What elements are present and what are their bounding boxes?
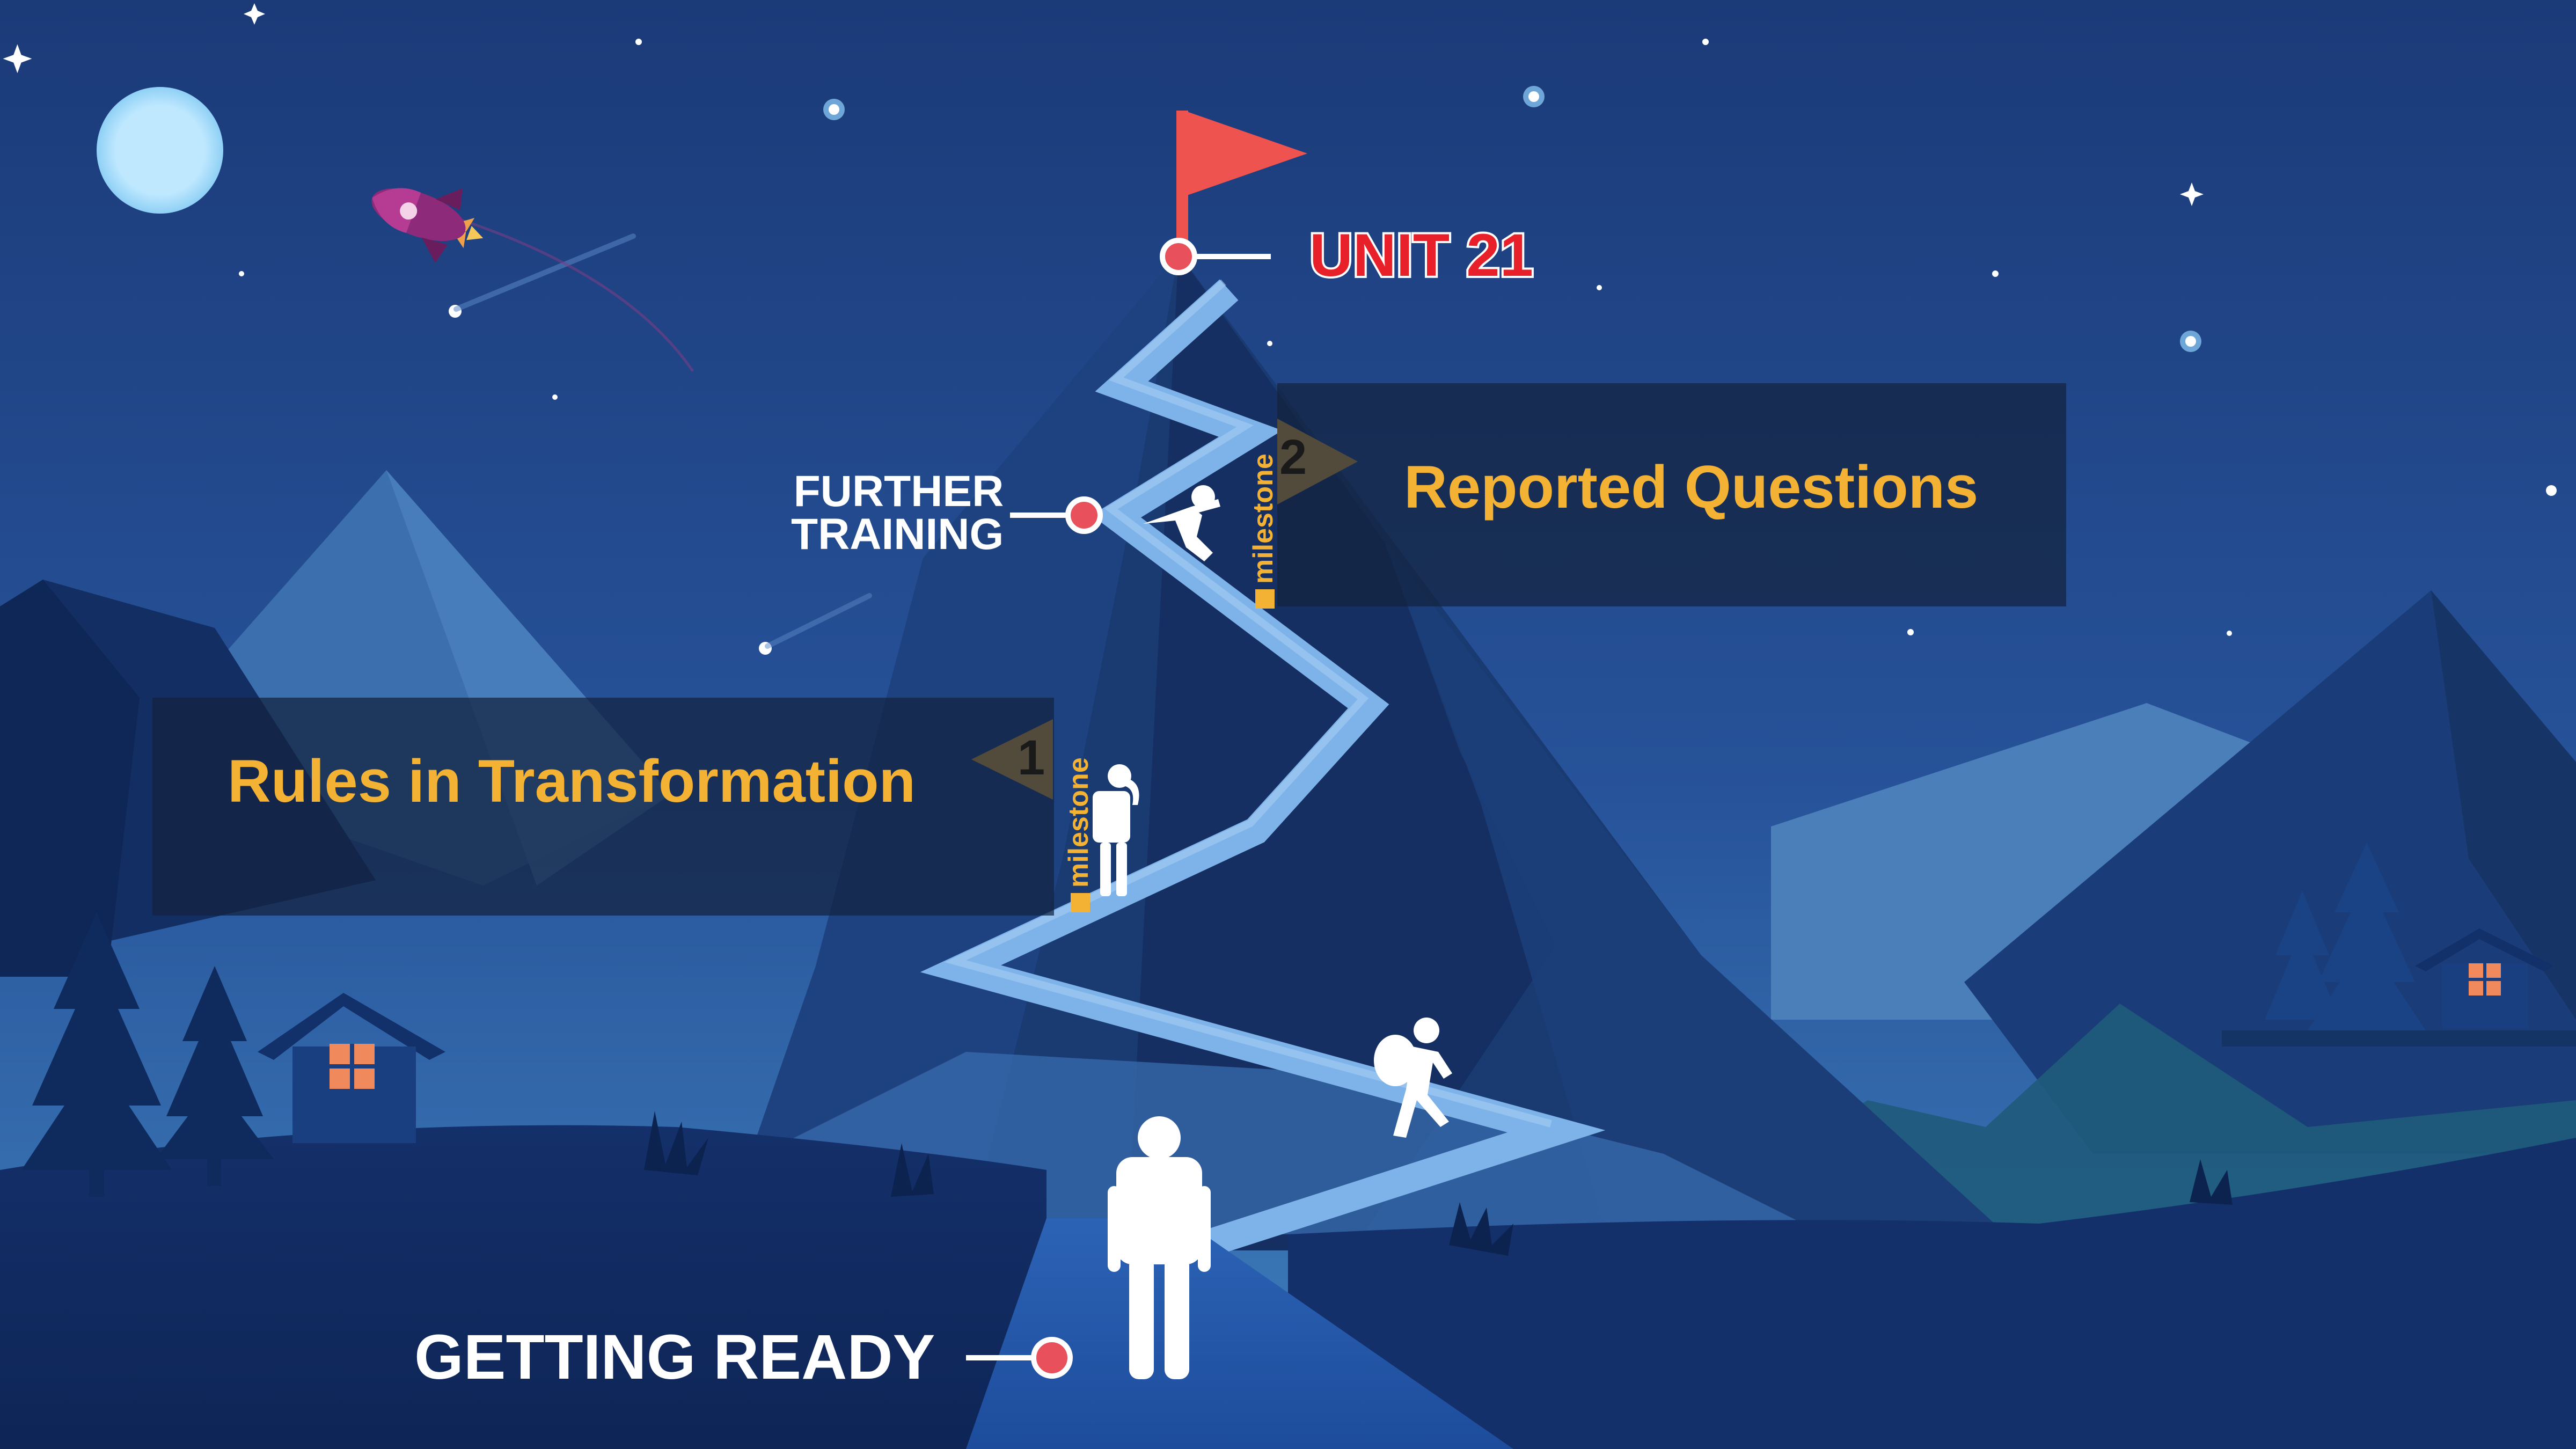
ledge-right bbox=[2222, 1030, 2576, 1046]
road bbox=[966, 1218, 1513, 1449]
tree-icon bbox=[21, 912, 274, 1197]
cabin-icon-right bbox=[2415, 928, 2555, 1028]
summit-flag-icon bbox=[1176, 111, 1307, 255]
milestone-title-1: Rules in Transformation bbox=[228, 748, 916, 815]
rocket-icon bbox=[371, 188, 484, 264]
further-training-line-2: TRAINING bbox=[791, 510, 1004, 559]
milestone-tag-2: milestone bbox=[1248, 453, 1279, 609]
milestone-number-2: 2 bbox=[1279, 430, 1307, 485]
foreground-hill-left bbox=[0, 1125, 1046, 1449]
stars bbox=[3, 3, 2557, 655]
milestone-number-1: 1 bbox=[1018, 730, 1045, 785]
further-training-line-1: FURTHER bbox=[793, 467, 1004, 516]
milestone-title-2: Reported Questions bbox=[1404, 453, 1979, 521]
grass-tufts bbox=[644, 1111, 2233, 1256]
foreground-hill-right bbox=[1288, 1138, 2576, 1449]
hiker-icon-running bbox=[1143, 485, 1220, 561]
further-training-label: FURTHER TRAINING bbox=[791, 467, 1004, 559]
cabin-icon bbox=[258, 993, 445, 1143]
hiker-icon-milestone-1 bbox=[1093, 764, 1139, 896]
getting-ready-label: GETTING READY bbox=[414, 1322, 935, 1393]
milestone-tag-1: milestone bbox=[1063, 757, 1094, 912]
tree-icon-right bbox=[2265, 843, 2426, 1030]
milestone-panel-1 bbox=[152, 698, 1054, 916]
summit-label: UNIT 21 bbox=[1307, 222, 1535, 289]
mountain-path bbox=[920, 279, 1606, 1269]
stage-markers bbox=[966, 238, 1271, 1379]
hiker-icon-foreground bbox=[1108, 1116, 1211, 1379]
milestone-panel-2 bbox=[1277, 383, 2066, 606]
shooting-star-trails bbox=[453, 218, 872, 649]
moon-icon bbox=[97, 87, 223, 214]
hiker-icon bbox=[1374, 1018, 1452, 1138]
